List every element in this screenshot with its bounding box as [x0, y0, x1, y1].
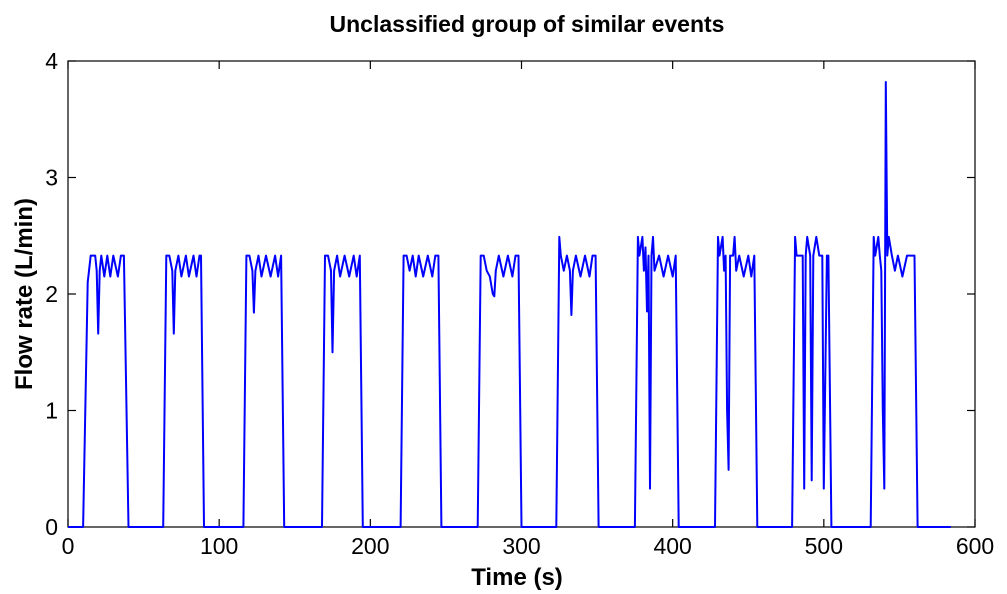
x-tick-label: 300 [502, 533, 540, 559]
chart-title: Unclassified group of similar events [330, 11, 725, 37]
y-tick-label: 3 [45, 165, 58, 191]
x-tick-label: 600 [956, 533, 994, 559]
x-axis-label: Time (s) [471, 564, 563, 591]
x-tick-label: 400 [653, 533, 691, 559]
x-tick-label: 0 [62, 533, 75, 559]
y-tick-label: 0 [45, 514, 58, 540]
y-tick-label: 2 [45, 281, 58, 307]
y-tick-label: 4 [45, 48, 58, 74]
y-tick-label: 1 [45, 398, 58, 424]
y-axis-label: Flow rate (L/min) [11, 198, 38, 390]
plot-area [68, 81, 951, 528]
x-axis: 0 100 200 300 400 500 600 [62, 61, 994, 559]
series-line-1 [68, 81, 951, 528]
x-tick-label: 200 [351, 533, 389, 559]
y-axis: 0 1 2 3 4 [45, 48, 975, 540]
x-tick-label: 500 [805, 533, 843, 559]
x-tick-label: 100 [200, 533, 238, 559]
